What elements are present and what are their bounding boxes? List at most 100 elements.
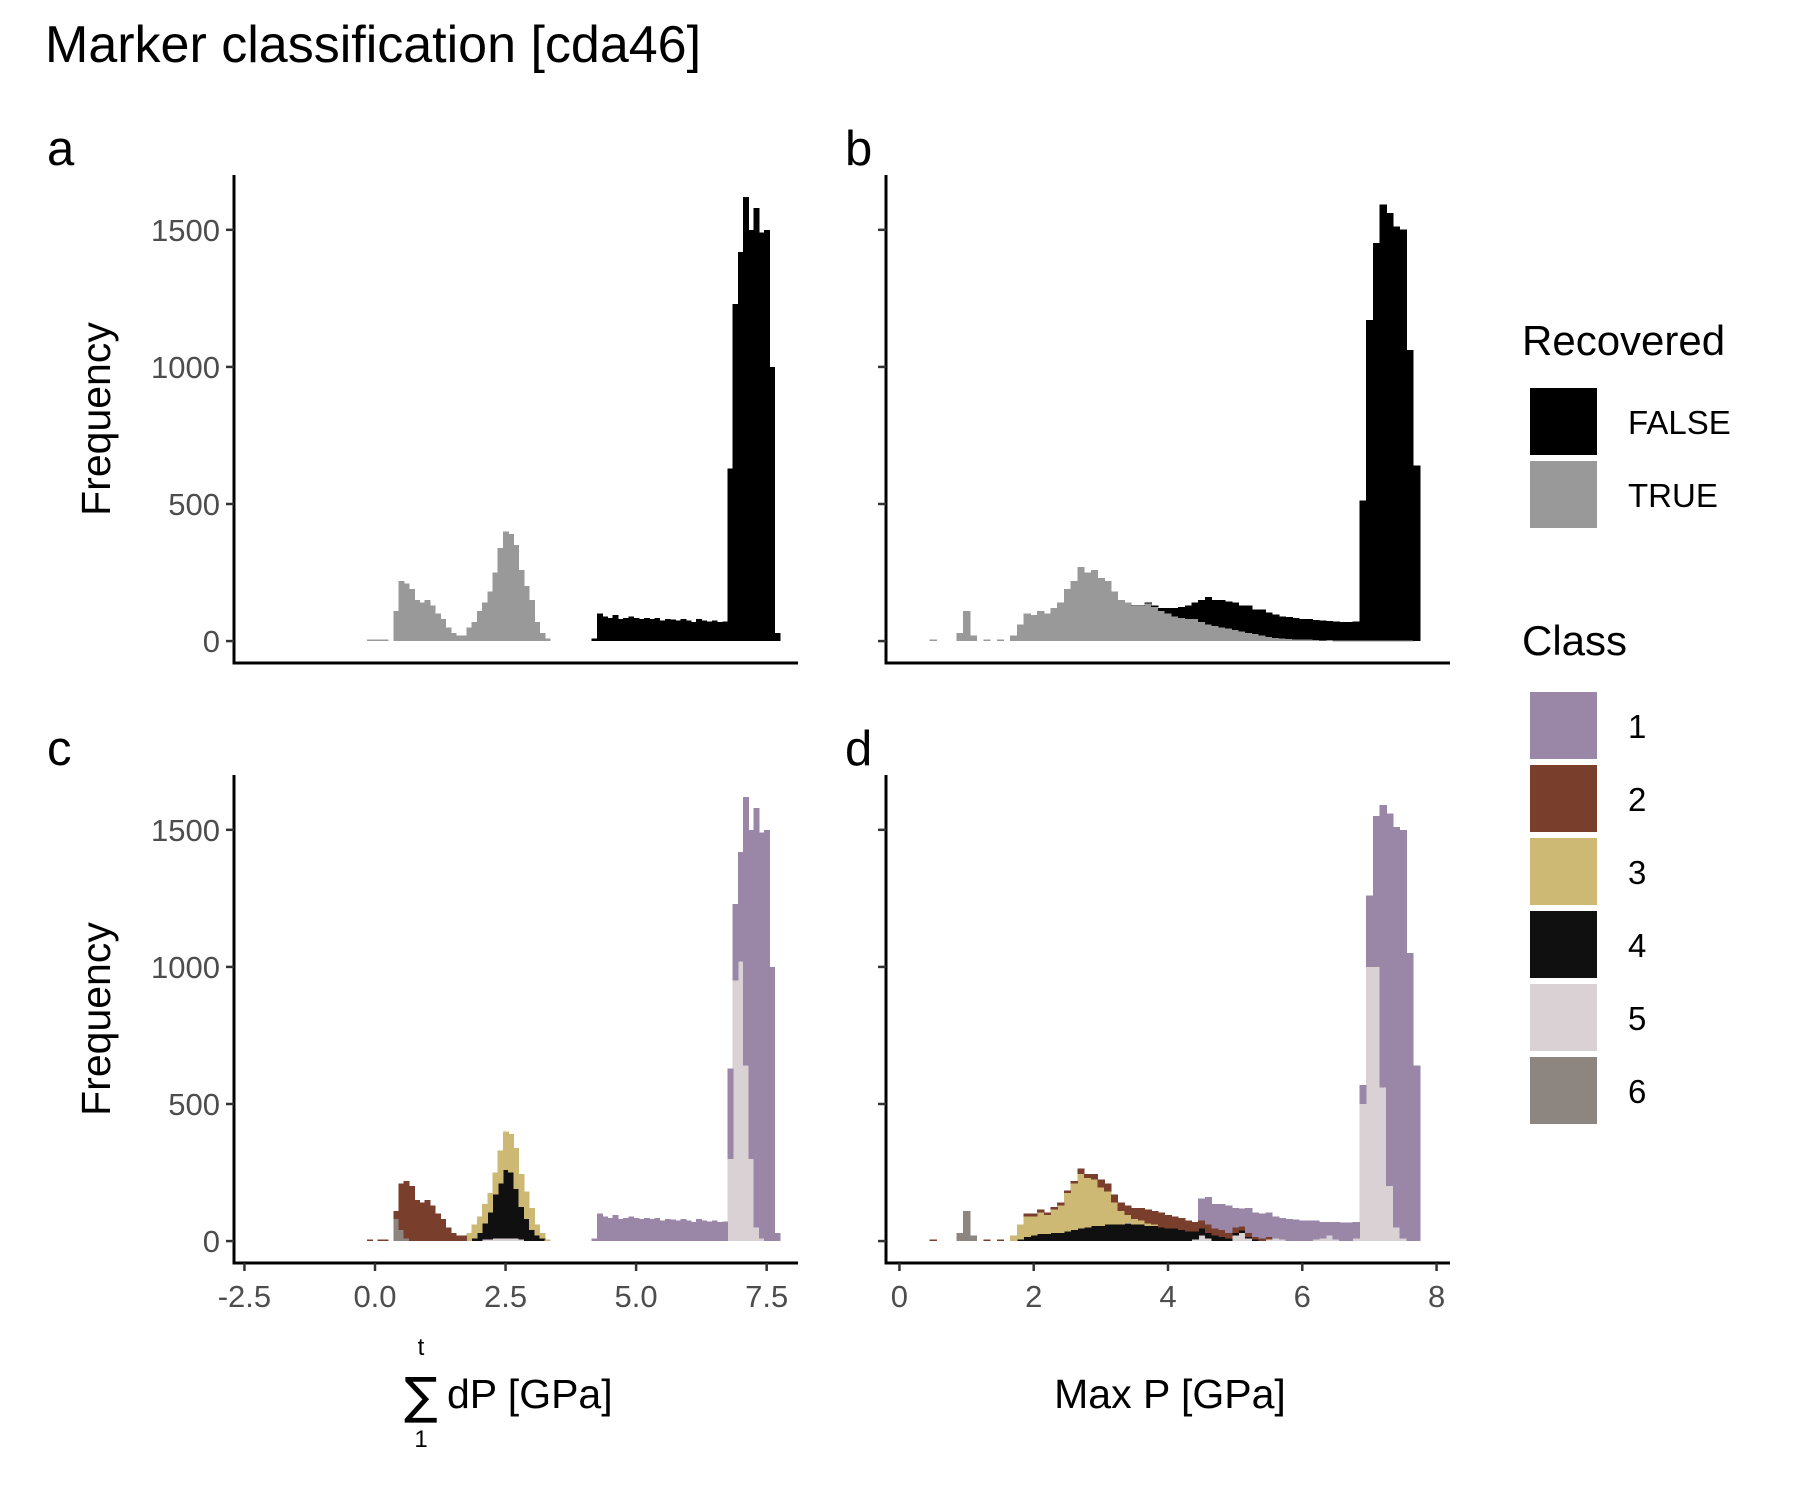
bar-c-1-34	[769, 966, 776, 1242]
bar-d-1-9	[1258, 1213, 1266, 1239]
bar-a-TRUE-23	[492, 572, 499, 642]
bar-d-2-36	[1245, 1232, 1253, 1237]
bar-b-TRUE-31	[1178, 617, 1186, 642]
bar-d-2-27	[1184, 1220, 1193, 1232]
bar-c-2-16	[461, 1235, 467, 1242]
bar-c-1-15	[670, 1219, 676, 1242]
bar-d-1-21	[1339, 1222, 1347, 1242]
bar-b-FALSE-4	[1157, 608, 1166, 611]
bar-c-3-15	[544, 1239, 551, 1242]
bar-a-TRUE-8	[414, 599, 420, 642]
bar-a-FALSE-8	[633, 617, 640, 642]
bar-b-TRUE-36	[1211, 625, 1219, 642]
bar-a-TRUE-3	[382, 639, 389, 642]
bar-b-TRUE-60	[1372, 640, 1381, 642]
bar-b-TRUE-35	[1204, 624, 1213, 642]
bar-d-2-13	[1090, 1173, 1099, 1180]
bar-c-1-9	[638, 1219, 645, 1242]
bar-d-5-7	[1272, 1238, 1280, 1242]
bar-b-TRUE-57	[1352, 640, 1360, 642]
bar-b-TRUE-44	[1265, 636, 1273, 642]
bar-d-4-28	[1204, 1232, 1213, 1239]
bar-c-2-15	[455, 1235, 462, 1242]
bar-b-FALSE-32	[1345, 621, 1354, 641]
legend-key-4	[1530, 911, 1597, 978]
bar-c-3-14	[539, 1232, 546, 1239]
bar-d-5-4	[1238, 1232, 1246, 1242]
bar-c-4-0	[471, 1238, 478, 1242]
bar-d-1-4	[1225, 1205, 1233, 1233]
bar-d-3-19	[1137, 1220, 1146, 1225]
bar-c-2-4	[398, 1183, 405, 1231]
y-tick-label-a-3: 1500	[151, 213, 220, 248]
bar-b-TRUE-16	[1077, 567, 1085, 642]
bar-a-FALSE-24	[717, 621, 723, 642]
bar-a-TRUE-24	[497, 547, 504, 642]
bar-a-FALSE-23	[711, 620, 718, 642]
bar-c-5-0	[482, 1239, 488, 1242]
bar-d-5-5	[1245, 1238, 1253, 1242]
bar-d-4-35	[1251, 1239, 1260, 1242]
bar-d-4-21	[1157, 1227, 1166, 1242]
bar-b-TRUE-55	[1339, 640, 1347, 642]
bar-d-3-9	[1070, 1183, 1078, 1231]
x-tick-label-c-3: 5.0	[615, 1279, 658, 1314]
bar-b-TRUE-25	[1137, 605, 1146, 642]
bar-d-5-9	[1312, 1239, 1320, 1242]
bar-b-TRUE-43	[1258, 635, 1266, 642]
y-tick-label-a-0: 0	[203, 624, 220, 659]
bar-b-FALSE-25	[1298, 619, 1307, 640]
panel-tag-a: a	[47, 122, 75, 176]
bar-c-1-19	[690, 1221, 697, 1242]
bar-d-2-35	[1238, 1226, 1246, 1231]
bar-b-TRUE-7	[1016, 624, 1025, 642]
legend-key-3	[1530, 838, 1597, 905]
bar-d-2-12	[1084, 1173, 1092, 1179]
bar-a-TRUE-13	[440, 619, 447, 642]
bar-b-TRUE-42	[1251, 634, 1260, 642]
bar-c-5-6	[513, 1238, 520, 1242]
bar-d-5-18	[1386, 1186, 1394, 1242]
x-axis-title-right: Max P [GPa]	[1054, 1371, 1286, 1417]
bar-c-1-16	[675, 1220, 682, 1242]
bar-d-4-19	[1144, 1225, 1152, 1242]
figure-title: Marker classification [cda46]	[45, 16, 701, 74]
bar-d-1-28	[1386, 813, 1394, 1187]
legend-key-FALSE	[1530, 388, 1597, 455]
bar-d-5-17	[1379, 1087, 1387, 1242]
bar-d-3-14	[1104, 1191, 1112, 1225]
bar-d-1-10	[1265, 1212, 1273, 1237]
bar-a-TRUE-6	[403, 583, 410, 642]
y-tick-label-c-2: 1000	[151, 950, 220, 985]
sum-lower-limit: 1	[414, 1426, 427, 1453]
bar-a-TRUE-11	[429, 605, 436, 642]
bar-c-6-1	[398, 1230, 405, 1242]
bar-c-5-9	[732, 980, 739, 1242]
bar-a-TRUE-26	[508, 534, 514, 642]
bar-b-TRUE-59	[1366, 640, 1374, 642]
bar-a-TRUE-16	[455, 635, 462, 642]
bar-d-4-7	[1063, 1231, 1072, 1242]
bar-d-2-15	[1104, 1183, 1112, 1192]
bar-b-TRUE-53	[1325, 640, 1334, 642]
bar-c-2-10	[429, 1205, 436, 1242]
bar-c-4-4	[492, 1194, 499, 1239]
bar-b-TRUE-26	[1144, 602, 1152, 642]
x-tick-label-c-4: 7.5	[745, 1279, 788, 1314]
bar-c-1-12	[654, 1217, 661, 1242]
bar-d-4-0	[1016, 1239, 1025, 1242]
x-axis-label-left-text: dP [GPa]	[447, 1371, 613, 1417]
bar-d-6-0	[956, 1232, 964, 1242]
bar-b-FALSE-24	[1292, 618, 1300, 640]
bar-d-4-2	[1030, 1235, 1038, 1242]
bar-a-FALSE-21	[701, 620, 708, 642]
bar-a-TRUE-19	[471, 621, 478, 642]
bar-c-5-8	[727, 1158, 734, 1242]
bar-c-1-17	[680, 1219, 687, 1242]
bar-c-4-13	[539, 1238, 546, 1242]
bar-c-5-11	[743, 1065, 749, 1242]
bar-b-FALSE-0	[1131, 605, 1139, 607]
bar-c-1-31	[753, 807, 760, 1228]
bar-a-TRUE-10	[424, 599, 431, 642]
